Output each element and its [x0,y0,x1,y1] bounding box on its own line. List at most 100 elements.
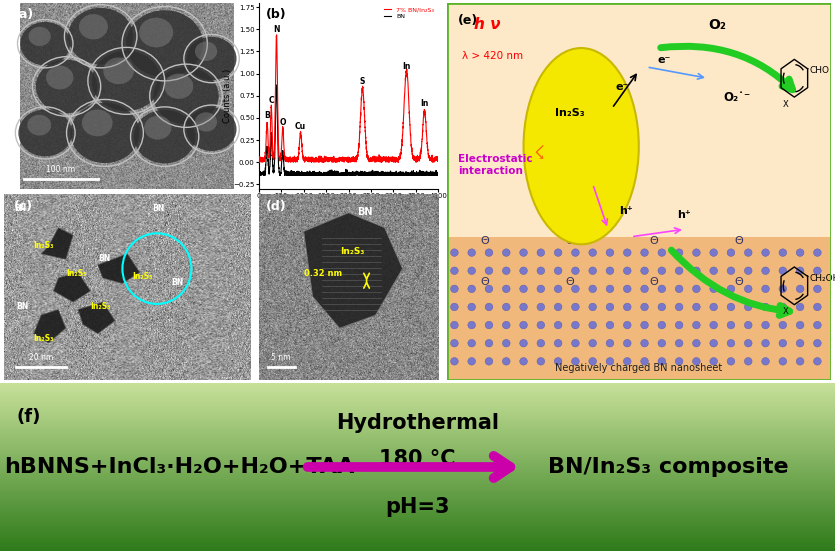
Bar [0,543,835,544]
Circle shape [554,267,562,274]
Circle shape [519,249,528,256]
Circle shape [640,249,649,256]
Bar [0,480,835,481]
Circle shape [779,321,787,329]
Bar [0,497,835,498]
Circle shape [658,339,665,347]
Bar [0,402,835,403]
Text: (c): (c) [14,200,33,213]
Bar [0,535,835,536]
Bar [0,399,835,400]
Circle shape [606,358,614,365]
Bar [0,523,835,524]
Bar [0,473,835,474]
Circle shape [571,339,579,347]
Text: (b): (b) [266,8,286,21]
Circle shape [571,303,579,311]
Bar [0,542,835,543]
Circle shape [779,303,787,311]
Bar [0,495,835,496]
Bar [0,469,835,471]
Circle shape [68,8,134,64]
Bar [0,413,835,414]
Circle shape [710,267,717,274]
Circle shape [727,249,735,256]
Text: In₂S₃: In₂S₃ [90,302,111,311]
Bar [0,509,835,510]
Bar [0,481,835,482]
Bar [0,449,835,450]
Circle shape [554,303,562,311]
Bar [0,547,835,548]
Bar [0,484,835,485]
Circle shape [640,285,649,293]
Bar [0,461,835,462]
Bar [0,515,835,516]
Text: In₂S₃: In₂S₃ [66,269,86,278]
Circle shape [468,249,476,256]
Circle shape [537,321,544,329]
Text: B: B [264,111,270,120]
Circle shape [537,339,544,347]
Circle shape [624,249,631,256]
Circle shape [676,249,683,256]
Legend: 7% BN/In₂S₃, BN: 7% BN/In₂S₃, BN [382,6,435,20]
Bar [0,503,835,504]
Circle shape [727,339,735,347]
Bar [0,491,835,492]
Circle shape [154,67,219,124]
Bar [0,418,835,419]
Circle shape [710,321,717,329]
Bar [0,466,835,467]
Bar [0,450,835,451]
Bar [0,494,835,495]
Text: In: In [402,62,411,71]
Circle shape [187,107,236,151]
Bar [0,479,835,480]
Bar [0,383,835,384]
Circle shape [797,339,804,347]
Text: Hydrothermal: Hydrothermal [336,413,499,433]
Bar [0,472,835,473]
Circle shape [779,249,787,256]
Circle shape [589,358,596,365]
Circle shape [692,303,701,311]
Circle shape [797,358,804,365]
Circle shape [485,339,493,347]
Bar [0,428,835,429]
Circle shape [813,267,821,274]
Text: e⁻: e⁻ [615,82,629,91]
Circle shape [624,339,631,347]
Circle shape [797,249,804,256]
Text: BN: BN [98,253,110,263]
Bar [0,419,835,420]
Bar [0,424,835,425]
Circle shape [745,321,752,329]
Bar [0,394,835,395]
Bar [0,436,835,437]
Circle shape [710,285,717,293]
Bar [0,451,835,452]
Text: Electrostatic
interaction: Electrostatic interaction [458,154,533,176]
Bar [0,412,835,413]
Circle shape [554,285,562,293]
Bar [0,514,835,515]
Circle shape [797,303,804,311]
Bar [0,525,835,526]
Text: In: In [420,99,428,108]
Bar [0,529,835,530]
Circle shape [640,267,649,274]
Circle shape [710,249,717,256]
Circle shape [813,249,821,256]
Bar [0,477,835,478]
Circle shape [519,303,528,311]
Circle shape [813,358,821,365]
Circle shape [745,267,752,274]
Bar [0,517,835,518]
Bar [0,392,835,393]
Bar [0,528,835,529]
Bar [0,526,835,527]
Bar [0,487,835,488]
Bar [0,387,835,388]
Circle shape [745,249,752,256]
